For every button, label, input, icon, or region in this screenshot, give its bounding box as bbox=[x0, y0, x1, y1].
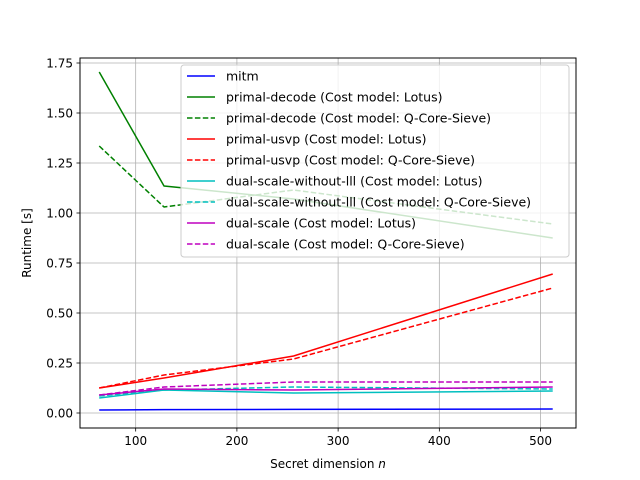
legend: mitm primal-decode (Cost model: Lotus) pri… bbox=[180, 64, 570, 258]
series-line-7 bbox=[99, 386, 553, 396]
series-line-4 bbox=[99, 287, 553, 389]
series-line-8 bbox=[99, 381, 553, 396]
y-tick-label: 0.25 bbox=[46, 356, 73, 370]
x-tick-label: 200 bbox=[225, 434, 248, 448]
legend-entry-0: mitm bbox=[226, 69, 259, 84]
y-tick-label: 1.25 bbox=[46, 156, 73, 170]
x-axis-label-var: n bbox=[378, 457, 386, 471]
legend-entry-5: dual-scale-without-lll (Cost model: Lotu… bbox=[226, 174, 482, 189]
legend-entry-7: dual-scale (Cost model: Lotus) bbox=[226, 216, 416, 231]
y-axis-label: Runtime [s] bbox=[20, 208, 34, 278]
x-tick-label: 300 bbox=[327, 434, 350, 448]
y-tick-label: 0.00 bbox=[46, 406, 73, 420]
legend-entry-8: dual-scale (Cost model: Q-Core-Sieve) bbox=[226, 237, 465, 252]
x-axis-label-text: Secret dimension bbox=[270, 457, 378, 471]
y-tick-label: 0.50 bbox=[46, 306, 73, 320]
series-line-0 bbox=[99, 408, 553, 411]
y-tick-label: 1.00 bbox=[46, 206, 73, 220]
legend-entry-2: primal-decode (Cost model: Q-Core-Sieve) bbox=[226, 111, 491, 126]
x-tick-label: 500 bbox=[529, 434, 552, 448]
x-tick-label: 100 bbox=[124, 434, 147, 448]
x-tick-label: 400 bbox=[428, 434, 451, 448]
axes-frame bbox=[79, 57, 577, 429]
y-tick-label: 0.75 bbox=[46, 256, 73, 270]
legend-entry-3: primal-usvp (Cost model: Lotus) bbox=[226, 132, 426, 147]
axis-ticks: 100 200 300 400 500 0.00 0.25 0.50 0.75 1.00 1.25 1… bbox=[46, 56, 552, 448]
series-line-3 bbox=[99, 273, 553, 389]
legend-box bbox=[180, 64, 570, 258]
y-tick-label: 1.75 bbox=[46, 56, 73, 70]
series-line-5 bbox=[99, 389, 553, 399]
y-tick-label: 1.50 bbox=[46, 106, 73, 120]
legend-entry-6: dual-scale-without-lll (Cost model: Q-Co… bbox=[226, 195, 531, 210]
x-axis-label: Secret dimension n bbox=[270, 457, 386, 471]
legend-entry-1: primal-decode (Cost model: Lotus) bbox=[226, 90, 442, 105]
legend-entry-4: primal-usvp (Cost model: Q-Core-Sieve) bbox=[226, 153, 475, 168]
